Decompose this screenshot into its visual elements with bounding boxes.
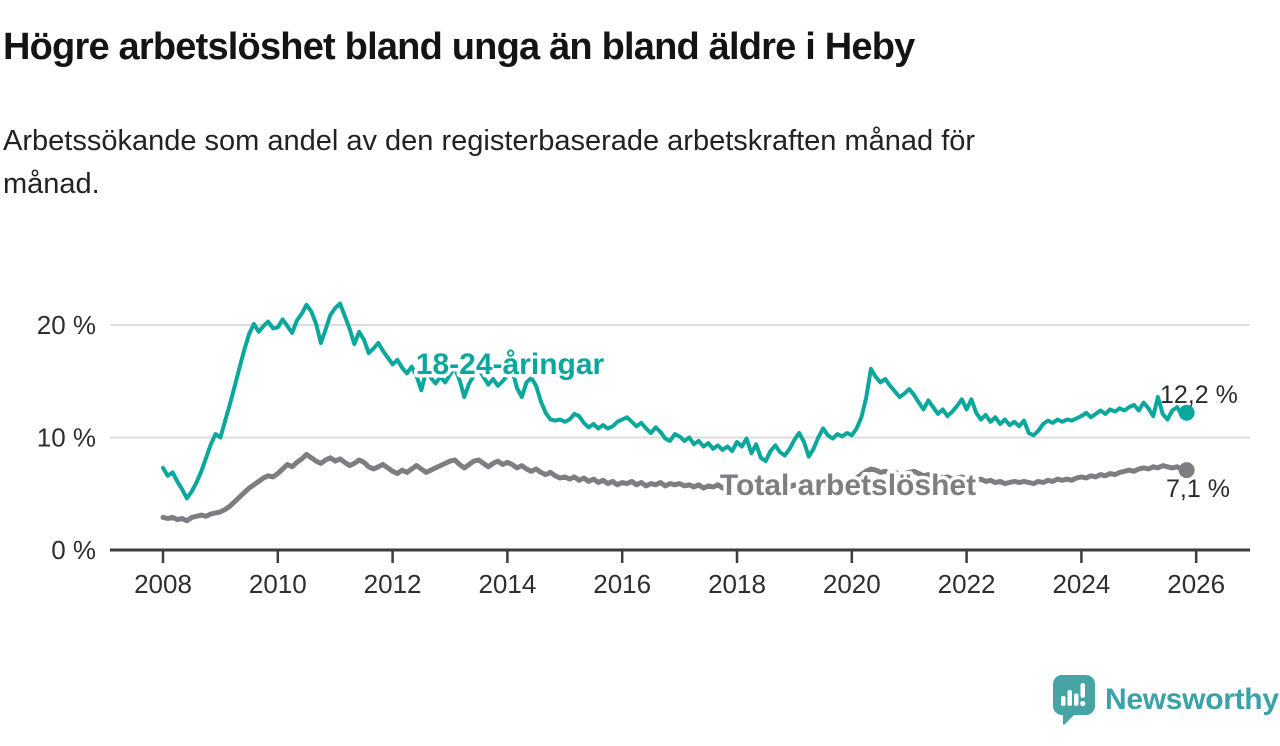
y-axis-tick-label: 10 % xyxy=(37,423,96,453)
end-value-label-young: 12,2 % xyxy=(1160,381,1238,409)
y-axis-tick-label: 0 % xyxy=(51,535,96,565)
y-axis-tick-label: 20 % xyxy=(37,310,96,340)
series-line-young xyxy=(161,301,1189,501)
x-axis-tick-label: 2018 xyxy=(708,569,766,599)
series-line-total xyxy=(160,451,1190,524)
x-axis-tick-label: 2020 xyxy=(823,569,881,599)
newsworthy-wordmark: Newsworthy xyxy=(1105,683,1279,716)
page-title: Högre arbetslöshet bland unga än bland ä… xyxy=(3,26,915,68)
x-axis-tick-label: 2024 xyxy=(1052,569,1110,599)
series-label-young: 18-24-åringar xyxy=(416,348,605,381)
x-axis-tick-label: 2014 xyxy=(478,569,536,599)
line-chart-svg: 0 % 10 % 20 % 2008 2010 2012 2014 2016 2018 2020 2… xyxy=(37,301,1250,599)
series-label-total: Total arbetslöshet xyxy=(720,469,976,502)
page-subtitle: Arbetssökande som andel av den registerb… xyxy=(3,120,1280,206)
newsworthy-logo: Newsworthy xyxy=(1053,675,1279,725)
page-subtitle-line-2: månad. xyxy=(3,167,100,200)
series-end-dot-total xyxy=(1178,462,1195,479)
x-axis-tick-label: 2022 xyxy=(938,569,996,599)
x-axis-tick-label: 2026 xyxy=(1167,569,1225,599)
mini-bar-chart-glyph xyxy=(1061,683,1086,707)
series-end-dot-young xyxy=(1178,404,1195,421)
x-axis-tick-label: 2008 xyxy=(134,569,192,599)
x-axis-tick-label: 2016 xyxy=(593,569,651,599)
newsworthy-icon xyxy=(1053,675,1095,725)
x-axis-tick-label: 2010 xyxy=(249,569,307,599)
end-value-label-total: 7,1 % xyxy=(1166,475,1230,503)
page-subtitle-line-1: Arbetssökande som andel av den registerb… xyxy=(3,124,976,157)
plot-area: 0 % 10 % 20 % 2008 2010 2012 2014 2016 2018 2020 2… xyxy=(37,301,1250,599)
x-axis-tick-label: 2012 xyxy=(364,569,422,599)
